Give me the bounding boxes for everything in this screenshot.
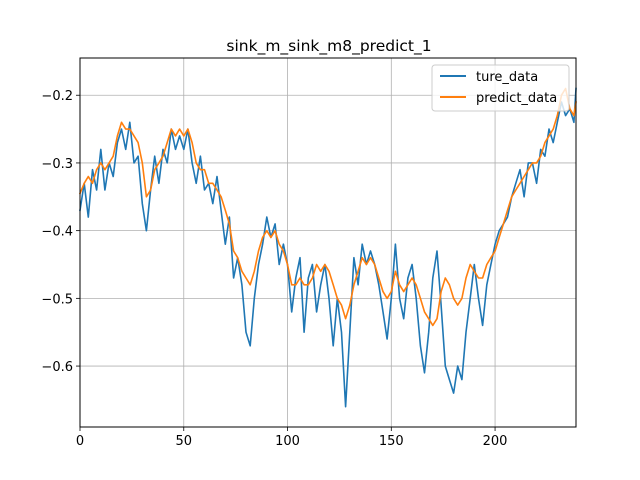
legend-label-predict-data: predict_data xyxy=(476,91,557,106)
y-tick-label: −0.3 xyxy=(41,157,73,172)
legend-label-ture-data: ture_data xyxy=(476,70,538,85)
x-tick-label: 100 xyxy=(275,434,300,449)
x-tick-label: 200 xyxy=(483,434,508,449)
y-tick-label: −0.5 xyxy=(41,292,73,307)
plot-frame xyxy=(79,57,577,428)
legend: ture_data predict_data xyxy=(431,64,570,112)
series-lines xyxy=(78,87,577,408)
x-tick-label: 150 xyxy=(379,434,404,449)
x-tick-label: 50 xyxy=(175,434,192,449)
series-line-ture-data xyxy=(79,87,577,408)
y-tick-label: −0.4 xyxy=(41,225,73,240)
y-axis-ticks: −0.6 −0.5 −0.4 −0.3 −0.2 xyxy=(41,89,80,375)
x-tick-label: 0 xyxy=(76,434,84,449)
chart-title: sink_m_sink_m8_predict_1 xyxy=(226,37,431,56)
y-tick-label: −0.2 xyxy=(41,89,73,104)
y-tick-label: −0.6 xyxy=(41,360,73,375)
series-line-predict-data xyxy=(78,87,577,327)
legend-box xyxy=(431,64,570,112)
x-axis-ticks: 0 50 100 150 200 xyxy=(76,427,508,449)
